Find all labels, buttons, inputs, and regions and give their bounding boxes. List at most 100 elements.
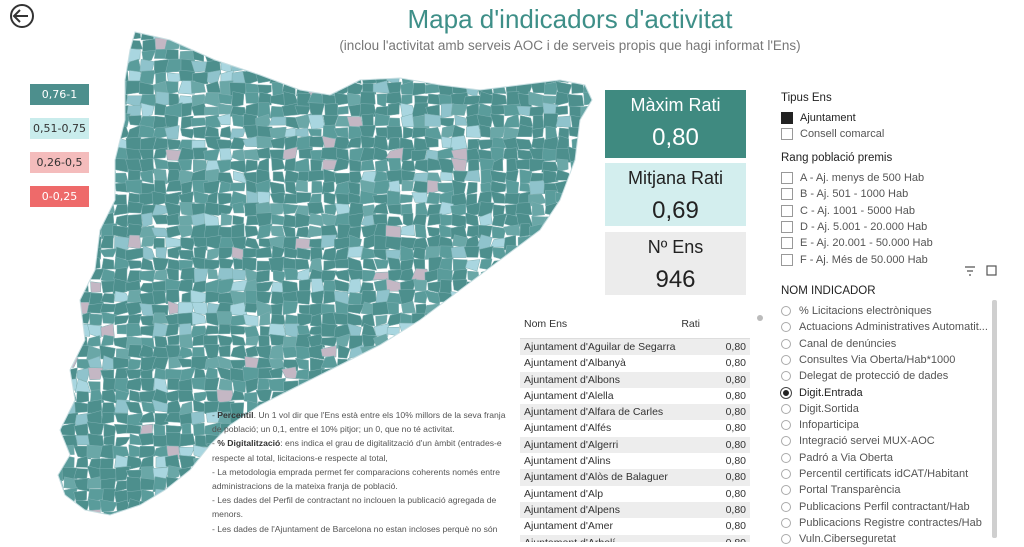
municipality[interactable] <box>490 190 507 204</box>
municipality[interactable] <box>49 334 65 348</box>
municipality[interactable] <box>49 366 64 382</box>
municipality[interactable] <box>255 281 274 294</box>
municipality[interactable] <box>269 333 286 347</box>
municipality[interactable] <box>502 127 521 140</box>
municipality[interactable] <box>307 201 325 216</box>
municipality[interactable] <box>270 93 286 106</box>
municipality[interactable] <box>307 128 322 137</box>
municipality[interactable] <box>256 146 271 159</box>
municipality[interactable] <box>567 94 585 107</box>
municipality[interactable] <box>164 125 180 140</box>
radio[interactable] <box>781 306 791 316</box>
municipality[interactable] <box>532 235 547 248</box>
municipality[interactable] <box>347 292 363 306</box>
municipality[interactable] <box>334 380 351 392</box>
municipality[interactable] <box>100 293 115 304</box>
municipality[interactable] <box>568 126 585 139</box>
municipality[interactable] <box>504 193 521 205</box>
municipality[interactable] <box>580 160 597 174</box>
filter-option[interactable]: Ajuntament <box>781 110 856 126</box>
municipality[interactable] <box>360 135 376 150</box>
municipality[interactable] <box>502 289 520 305</box>
municipality[interactable] <box>86 27 104 39</box>
municipality[interactable] <box>113 194 127 205</box>
municipality[interactable] <box>320 147 339 161</box>
municipality[interactable] <box>75 26 91 42</box>
municipality[interactable] <box>438 388 452 401</box>
municipality[interactable] <box>86 83 104 96</box>
municipality[interactable] <box>296 92 311 108</box>
municipality[interactable] <box>542 169 559 185</box>
municipality[interactable] <box>517 70 533 85</box>
municipality[interactable] <box>89 191 102 206</box>
municipality[interactable] <box>60 289 76 305</box>
municipality[interactable] <box>465 212 480 228</box>
municipality[interactable] <box>99 248 118 258</box>
municipality[interactable] <box>216 113 231 126</box>
municipality[interactable] <box>269 191 285 204</box>
municipality[interactable] <box>478 390 494 405</box>
municipality[interactable] <box>324 204 338 216</box>
municipality[interactable] <box>86 138 104 152</box>
municipality[interactable] <box>450 312 467 327</box>
municipality[interactable] <box>360 390 377 404</box>
municipality[interactable] <box>491 136 507 151</box>
municipality[interactable] <box>388 180 401 193</box>
municipality[interactable] <box>347 181 361 196</box>
municipality[interactable] <box>62 512 79 524</box>
municipality[interactable] <box>424 377 440 390</box>
municipality[interactable] <box>242 314 259 327</box>
municipality[interactable] <box>295 179 308 193</box>
municipality[interactable] <box>101 136 115 149</box>
municipality[interactable] <box>477 367 493 379</box>
municipality[interactable] <box>231 269 247 281</box>
municipality[interactable] <box>398 322 417 339</box>
municipality[interactable] <box>348 212 365 228</box>
municipality[interactable] <box>554 58 572 74</box>
municipality[interactable] <box>125 301 142 317</box>
municipality[interactable] <box>75 62 91 72</box>
municipality[interactable] <box>425 346 440 357</box>
municipality[interactable] <box>100 182 115 195</box>
municipality[interactable] <box>283 246 299 259</box>
municipality[interactable] <box>74 49 89 62</box>
municipality[interactable] <box>102 488 116 503</box>
filter-option[interactable]: Delegat de protecció de dades <box>781 368 948 384</box>
municipality[interactable] <box>398 366 415 380</box>
municipality[interactable] <box>580 169 597 182</box>
municipality[interactable] <box>346 245 364 258</box>
municipality[interactable] <box>556 270 573 284</box>
municipality[interactable] <box>427 172 442 183</box>
municipality[interactable] <box>320 59 339 75</box>
municipality[interactable] <box>181 291 191 303</box>
municipality[interactable] <box>450 245 467 258</box>
municipality[interactable] <box>530 290 547 304</box>
municipality[interactable] <box>476 114 493 128</box>
municipality[interactable] <box>138 410 155 424</box>
municipality[interactable] <box>89 313 103 326</box>
municipality[interactable] <box>347 304 365 314</box>
list-scrollbar[interactable] <box>992 300 997 538</box>
municipality[interactable] <box>463 246 480 258</box>
radio[interactable] <box>781 485 791 496</box>
municipality[interactable] <box>464 290 482 306</box>
municipality[interactable] <box>480 267 495 284</box>
municipality[interactable] <box>216 37 233 53</box>
municipality[interactable] <box>50 137 63 149</box>
municipality[interactable] <box>295 345 311 361</box>
municipality[interactable] <box>50 58 64 72</box>
municipality[interactable] <box>490 390 506 403</box>
municipality[interactable] <box>307 378 325 392</box>
municipality[interactable] <box>320 345 337 358</box>
municipality[interactable] <box>205 114 221 129</box>
municipality[interactable] <box>140 512 157 524</box>
municipality[interactable] <box>567 249 586 260</box>
municipality[interactable] <box>311 180 324 194</box>
municipality[interactable] <box>99 48 115 60</box>
municipality[interactable] <box>49 443 64 459</box>
municipality[interactable] <box>64 499 78 515</box>
municipality[interactable] <box>440 335 454 349</box>
municipality[interactable] <box>272 171 285 183</box>
municipality[interactable] <box>61 50 79 62</box>
municipality[interactable] <box>490 281 506 293</box>
